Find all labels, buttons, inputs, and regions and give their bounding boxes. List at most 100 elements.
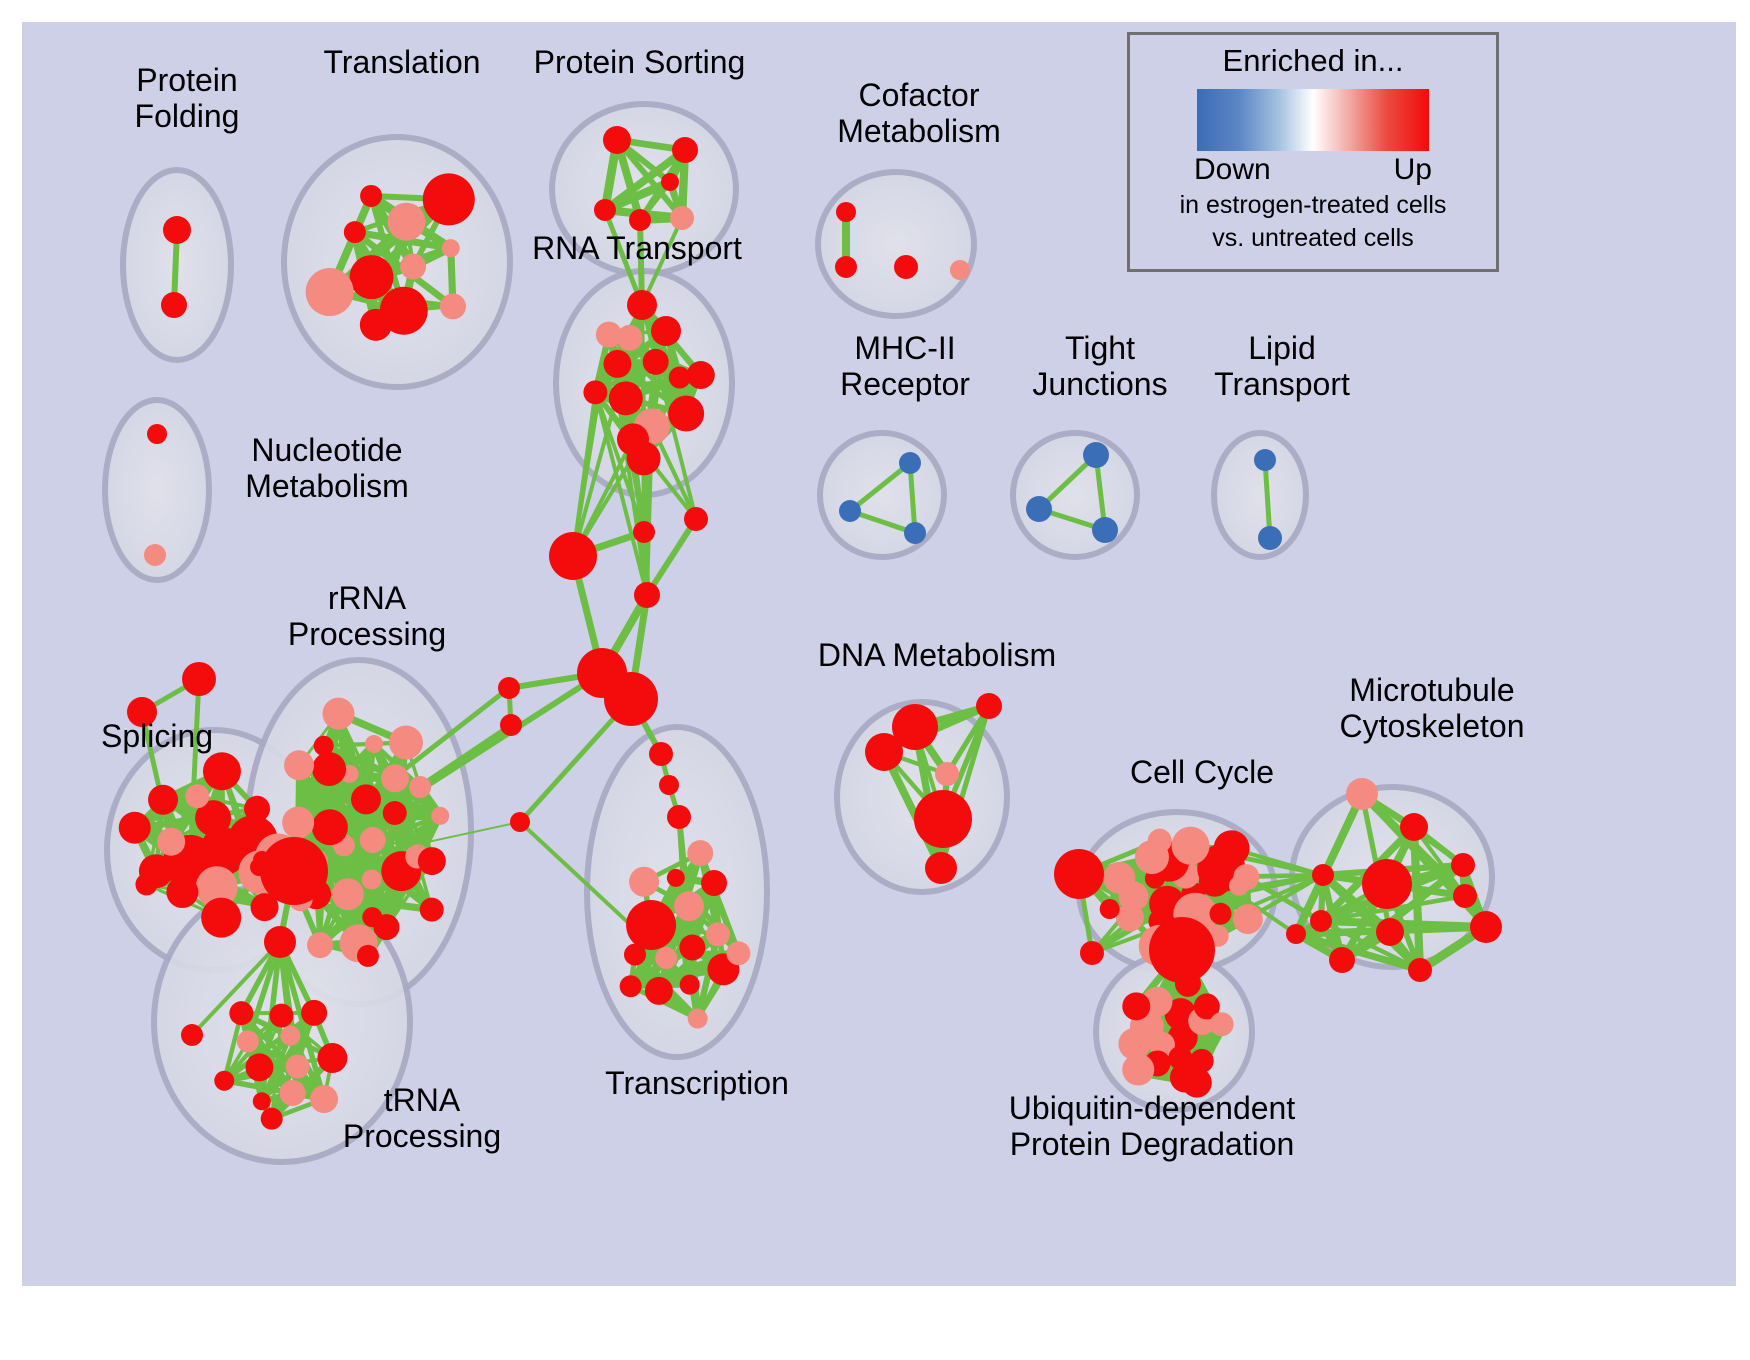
network-node[interactable] <box>264 926 296 958</box>
network-node[interactable] <box>250 893 279 922</box>
network-node[interactable] <box>135 873 158 896</box>
network-node[interactable] <box>914 790 972 848</box>
network-node[interactable] <box>1118 1027 1151 1060</box>
network-node[interactable] <box>317 1042 348 1073</box>
network-node[interactable] <box>1362 859 1412 909</box>
network-node[interactable] <box>661 173 679 191</box>
network-node[interactable] <box>1103 861 1136 894</box>
network-node[interactable] <box>1149 917 1215 983</box>
network-node[interactable] <box>925 852 957 884</box>
network-node[interactable] <box>387 202 426 241</box>
network-node[interactable] <box>400 253 427 280</box>
network-node[interactable] <box>307 932 334 959</box>
network-node[interactable] <box>892 704 938 750</box>
network-node[interactable] <box>441 239 460 258</box>
network-node[interactable] <box>1026 496 1052 522</box>
network-node[interactable] <box>284 750 315 781</box>
network-node[interactable] <box>310 1085 339 1114</box>
network-node[interactable] <box>253 851 271 869</box>
network-node[interactable] <box>642 348 669 375</box>
network-node[interactable] <box>1189 1048 1214 1073</box>
network-node[interactable] <box>313 735 334 756</box>
network-node[interactable] <box>282 806 315 839</box>
network-node[interactable] <box>252 1092 271 1111</box>
network-node[interactable] <box>619 975 642 998</box>
network-node[interactable] <box>510 812 530 832</box>
network-node[interactable] <box>305 268 354 317</box>
network-node[interactable] <box>679 974 700 995</box>
network-node[interactable] <box>388 725 423 760</box>
network-node[interactable] <box>1209 1012 1234 1037</box>
network-node[interactable] <box>214 1070 235 1091</box>
network-node[interactable] <box>904 522 926 544</box>
network-node[interactable] <box>549 532 597 580</box>
network-node[interactable] <box>651 316 682 347</box>
network-node[interactable] <box>668 366 691 389</box>
network-node[interactable] <box>244 795 271 822</box>
network-node[interactable] <box>260 837 328 905</box>
network-node[interactable] <box>1193 993 1220 1020</box>
network-node[interactable] <box>312 752 347 787</box>
network-node[interactable] <box>182 662 216 696</box>
network-node[interactable] <box>202 752 241 791</box>
network-node[interactable] <box>701 870 728 897</box>
network-node[interactable] <box>1181 1067 1212 1098</box>
network-node[interactable] <box>1209 902 1232 925</box>
network-node[interactable] <box>163 216 191 244</box>
network-node[interactable] <box>260 1107 283 1130</box>
network-node[interactable] <box>361 869 382 890</box>
network-node[interactable] <box>668 395 705 432</box>
network-node[interactable] <box>381 764 410 793</box>
network-node[interactable] <box>1376 918 1404 946</box>
network-node[interactable] <box>1080 941 1104 965</box>
network-node[interactable] <box>285 1054 310 1079</box>
network-node[interactable] <box>686 361 715 390</box>
network-node[interactable] <box>935 762 959 786</box>
network-node[interactable] <box>1286 924 1306 944</box>
network-node[interactable] <box>1213 830 1250 867</box>
network-node[interactable] <box>626 900 677 951</box>
network-node[interactable] <box>894 255 918 279</box>
network-node[interactable] <box>687 840 714 867</box>
network-node[interactable] <box>1451 853 1475 877</box>
network-node[interactable] <box>1115 903 1144 932</box>
network-node[interactable] <box>195 866 238 909</box>
network-node[interactable] <box>349 255 394 300</box>
network-node[interactable] <box>147 424 167 444</box>
network-node[interactable] <box>301 999 328 1026</box>
network-node[interactable] <box>431 806 450 825</box>
network-node[interactable] <box>343 221 366 244</box>
network-node[interactable] <box>148 784 179 815</box>
network-node[interactable] <box>976 693 1002 719</box>
network-node[interactable] <box>644 976 673 1005</box>
network-node[interactable] <box>604 672 658 726</box>
network-node[interactable] <box>144 544 166 566</box>
network-node[interactable] <box>687 1008 708 1029</box>
network-node[interactable] <box>624 943 647 966</box>
network-node[interactable] <box>835 256 857 278</box>
network-node[interactable] <box>500 714 522 736</box>
network-node[interactable] <box>161 292 187 318</box>
network-node[interactable] <box>311 809 348 846</box>
network-node[interactable] <box>670 206 694 230</box>
network-node[interactable] <box>201 897 242 938</box>
network-node[interactable] <box>1092 517 1118 543</box>
network-node[interactable] <box>1122 992 1151 1021</box>
network-node[interactable] <box>1254 449 1276 471</box>
network-node[interactable] <box>1099 899 1120 920</box>
network-node[interactable] <box>1054 849 1104 899</box>
network-node[interactable] <box>359 308 392 341</box>
network-node[interactable] <box>279 1079 306 1106</box>
network-node[interactable] <box>1346 778 1378 810</box>
network-node[interactable] <box>1310 910 1332 932</box>
network-node[interactable] <box>498 677 520 699</box>
network-node[interactable] <box>659 775 679 795</box>
network-node[interactable] <box>608 381 643 416</box>
network-node[interactable] <box>649 742 673 766</box>
network-node[interactable] <box>181 1024 203 1046</box>
network-node[interactable] <box>667 805 691 829</box>
network-node[interactable] <box>679 934 706 961</box>
network-node[interactable] <box>1400 813 1428 841</box>
network-node[interactable] <box>655 947 678 970</box>
network-node[interactable] <box>616 324 643 351</box>
